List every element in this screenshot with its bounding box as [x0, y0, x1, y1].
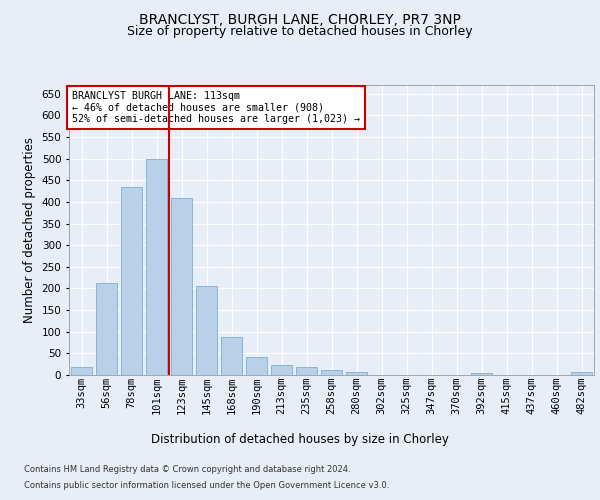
Bar — [71, 367, 92, 375]
Bar — [96, 283, 117, 375]
Bar — [471, 373, 492, 375]
Bar — [121, 186, 142, 375]
Bar — [296, 367, 317, 375]
Bar — [221, 338, 242, 375]
Text: Distribution of detached houses by size in Chorley: Distribution of detached houses by size … — [151, 432, 449, 446]
Bar — [271, 366, 292, 375]
Bar — [571, 372, 592, 375]
Text: BRANCLYST, BURGH LANE, CHORLEY, PR7 3NP: BRANCLYST, BURGH LANE, CHORLEY, PR7 3NP — [139, 12, 461, 26]
Bar — [171, 198, 192, 375]
Y-axis label: Number of detached properties: Number of detached properties — [23, 137, 36, 323]
Bar — [146, 158, 167, 375]
Bar — [321, 370, 342, 375]
Bar — [246, 357, 267, 375]
Bar — [346, 372, 367, 375]
Text: Contains public sector information licensed under the Open Government Licence v3: Contains public sector information licen… — [24, 481, 389, 490]
Text: Contains HM Land Registry data © Crown copyright and database right 2024.: Contains HM Land Registry data © Crown c… — [24, 465, 350, 474]
Text: Size of property relative to detached houses in Chorley: Size of property relative to detached ho… — [127, 25, 473, 38]
Bar — [196, 286, 217, 375]
Text: BRANCLYST BURGH LANE: 113sqm
← 46% of detached houses are smaller (908)
52% of s: BRANCLYST BURGH LANE: 113sqm ← 46% of de… — [71, 91, 359, 124]
